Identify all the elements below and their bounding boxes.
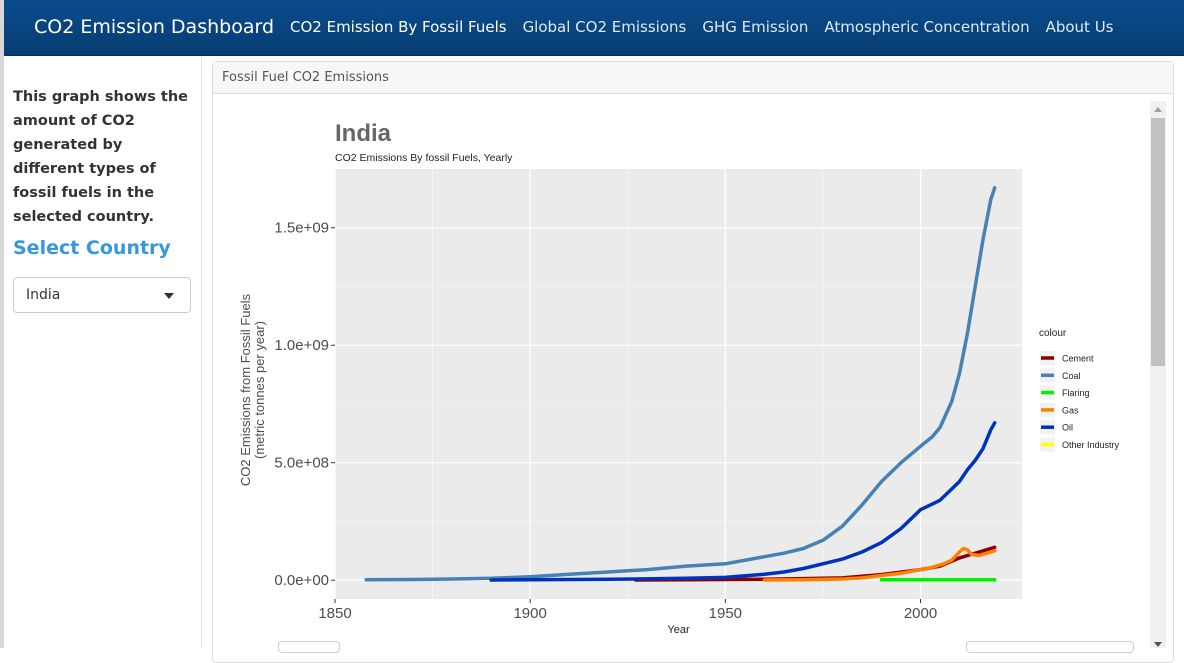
co2-chart: India CO2 Emissions By fossil Fuels, Yea… xyxy=(238,120,1120,636)
series-line-coal xyxy=(364,186,997,582)
legend-entry-label: Oil xyxy=(1062,423,1073,433)
nav-link-about-us[interactable]: About Us xyxy=(1045,18,1114,36)
legend-entry-label: Flaring xyxy=(1062,388,1090,398)
scroll-down-icon[interactable] xyxy=(1154,642,1162,647)
select-country-label: Select Country xyxy=(13,237,171,259)
plot-area xyxy=(334,169,1022,599)
nav-link-global-co2[interactable]: Global CO2 Emissions xyxy=(522,18,687,36)
chart-title: India xyxy=(335,120,392,147)
country-select-value: India xyxy=(26,287,61,303)
legend-entry-label: Gas xyxy=(1062,405,1079,415)
plot-background xyxy=(335,169,1022,599)
chart-subtitle: CO2 Emissions By fossil Fuels, Yearly xyxy=(335,152,513,164)
bottom-control-right[interactable] xyxy=(966,641,1134,653)
nav-links: CO2 Emission By Fossil Fuels Global CO2 … xyxy=(290,18,1130,36)
y-tick-label: 0.0e+00 xyxy=(274,572,329,589)
x-tick-label: 2000 xyxy=(904,605,937,622)
bottom-control-left[interactable] xyxy=(278,641,340,653)
panel-title: Fossil Fuel CO2 Emissions xyxy=(222,70,389,85)
legend-title: colour xyxy=(1039,328,1067,339)
y-axis-label: CO2 Emissions from Fossil Fuels xyxy=(238,293,253,486)
legend-entry-label: Coal xyxy=(1062,371,1081,381)
y-tick-label: 1.0e+09 xyxy=(274,337,329,354)
chevron-down-icon[interactable] xyxy=(164,293,174,299)
app-brand[interactable]: CO2 Emission Dashboard xyxy=(34,16,275,38)
legend-entry-label: Other Industry xyxy=(1062,440,1120,450)
legend-entry-label: Cement xyxy=(1062,354,1094,364)
series-line-oil xyxy=(489,421,997,582)
x-tick-label: 1900 xyxy=(513,605,546,622)
x-tick-label: 1850 xyxy=(318,605,351,622)
y-tick-label: 1.5e+09 xyxy=(274,220,329,237)
sidebar: This graph shows the amount of CO2 gener… xyxy=(4,56,200,648)
navbar: CO2 Emission Dashboard CO2 Emission By F… xyxy=(4,0,1184,56)
nav-link-fossil-fuels[interactable]: CO2 Emission By Fossil Fuels xyxy=(290,18,507,36)
nav-link-ghg-emission[interactable]: GHG Emission xyxy=(702,18,809,36)
chart-legend: colour Cement Coal Flaring Gas Oil Other Indus… xyxy=(1039,328,1120,452)
country-select[interactable]: India xyxy=(13,277,191,313)
window-edge xyxy=(0,0,4,648)
sidebar-divider xyxy=(201,56,202,648)
x-axis-label: Year xyxy=(667,624,690,636)
y-axis-label: (metric tonnes per year) xyxy=(252,321,267,459)
panel-heading: Fossil Fuel CO2 Emissions xyxy=(213,62,1173,94)
nav-link-atmospheric-concentration[interactable]: Atmospheric Concentration xyxy=(824,18,1030,36)
series-line-gas xyxy=(762,546,997,582)
scrollbar-thumb[interactable] xyxy=(1151,118,1165,366)
scroll-up-icon[interactable] xyxy=(1154,107,1162,112)
y-tick-label: 5.0e+08 xyxy=(274,455,329,472)
x-tick-label: 1950 xyxy=(709,605,742,622)
vertical-scrollbar[interactable] xyxy=(1150,101,1166,648)
chart-axes: 1850 1900 1950 2000 0.0e+00 5.0e+08 1.0e+09 1.5… xyxy=(238,220,937,636)
sidebar-description: This graph shows the amount of CO2 gener… xyxy=(13,89,189,225)
